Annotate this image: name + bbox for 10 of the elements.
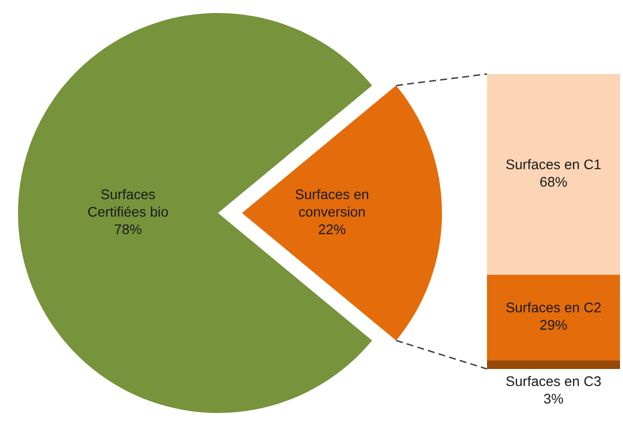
data-label: 78% xyxy=(114,224,142,234)
data-label: 3% xyxy=(544,394,564,404)
slice-label: Surfaces Certifiées bio xyxy=(88,189,168,217)
series-label: Surfaces en C1 xyxy=(506,159,601,170)
series-label: Surfaces en C2 xyxy=(506,302,601,312)
data-label: 22% xyxy=(318,224,346,234)
data-label: 68% xyxy=(540,176,567,187)
series-label: Surfaces en C3 xyxy=(506,376,601,386)
data-label: 29% xyxy=(540,320,567,330)
slice-label: Surfaces en conversion xyxy=(296,189,368,217)
